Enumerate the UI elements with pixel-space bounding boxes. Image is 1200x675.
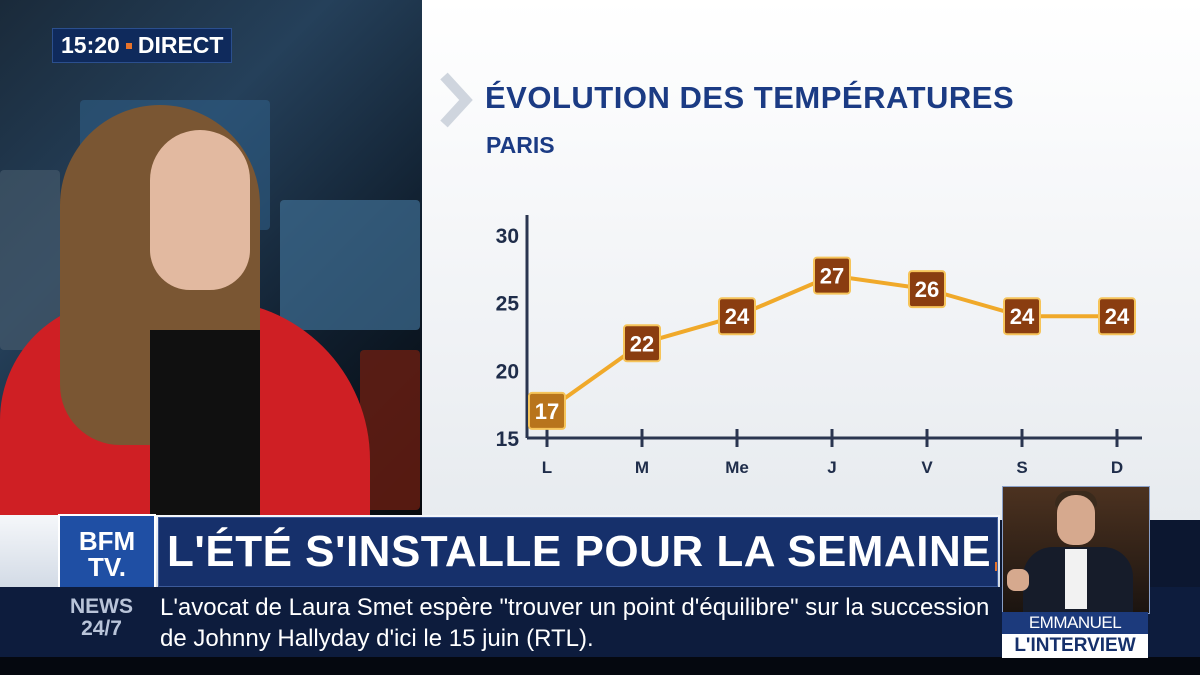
clock-time: 15:20	[61, 32, 120, 58]
data-point-marker	[718, 297, 756, 336]
x-tick-label: M	[635, 458, 649, 477]
y-tick-label: 25	[496, 293, 520, 316]
news-label-line-2: 24/7	[81, 617, 122, 640]
data-point-label: 24	[725, 304, 750, 329]
chart-panel	[422, 0, 1200, 520]
chart-title: ÉVOLUTION DES TEMPÉRATURES	[485, 80, 1015, 115]
data-point-label: 22	[630, 331, 654, 356]
logo-line-2: TV.	[87, 552, 127, 582]
live-clock-badge: 15:20 DIRECT	[52, 28, 233, 63]
headline-text: L'ÉTÉ S'INSTALLE POUR LA SEMAINE	[167, 527, 992, 576]
data-point-marker	[623, 324, 661, 363]
bottom-strip	[0, 657, 1200, 675]
x-tick-label: V	[921, 458, 933, 477]
separator-dot-icon	[125, 42, 132, 49]
temperature-line-chart: 15 20 25 30 L M Me J V S D 17 22 24 27 26 24 24	[496, 215, 1142, 477]
chevron-right-icon	[440, 72, 473, 128]
data-point-label: 26	[915, 277, 939, 302]
live-label: DIRECT	[137, 32, 224, 58]
data-point-marker	[813, 256, 851, 295]
headline-dot-icon	[995, 561, 997, 571]
presenter-video	[0, 0, 422, 520]
y-tick-label: 15	[496, 428, 520, 451]
data-point-label: 24	[1105, 304, 1130, 329]
data-point-label: 17	[535, 399, 559, 424]
inset-interview-video	[1002, 486, 1150, 614]
logo-line-1: BFM	[78, 526, 136, 556]
inset-subtitle-label: L'INTERVIEW	[1002, 634, 1148, 658]
y-tick-label: 20	[496, 360, 519, 383]
chart-subtitle: PARIS	[486, 132, 555, 158]
x-tick-label: L	[542, 458, 552, 477]
data-point-marker	[528, 391, 566, 430]
data-point-label: 27	[820, 264, 844, 289]
channel-logo: BFM TV.	[58, 514, 156, 594]
ticker-bar	[0, 587, 1200, 657]
x-tick-label: D	[1111, 458, 1123, 477]
x-tick-label: S	[1016, 458, 1027, 477]
data-point-label: 24	[1010, 304, 1035, 329]
news-label: NEWS 24/7	[70, 596, 133, 640]
y-tick-label: 30	[496, 225, 519, 248]
ticker-text: L'avocat de Laura Smet espère "trouver u…	[160, 594, 990, 652]
headline-box: L'ÉTÉ S'INSTALLE POUR LA SEMAINE	[158, 517, 998, 587]
inset-name-label: EMMANUEL MACRON	[1002, 612, 1148, 654]
news-label-line-1: NEWS	[70, 595, 133, 618]
x-tick-label: Me	[725, 458, 749, 477]
data-point-marker	[1003, 297, 1041, 336]
x-tick-label: J	[827, 458, 836, 477]
data-point-marker	[1098, 297, 1136, 336]
data-point-marker	[908, 270, 946, 309]
